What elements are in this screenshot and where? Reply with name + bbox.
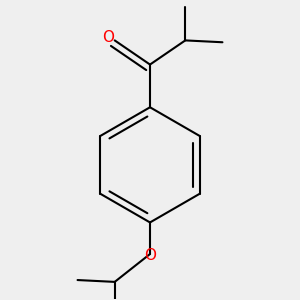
Text: O: O [102,30,114,45]
Text: O: O [144,248,156,263]
